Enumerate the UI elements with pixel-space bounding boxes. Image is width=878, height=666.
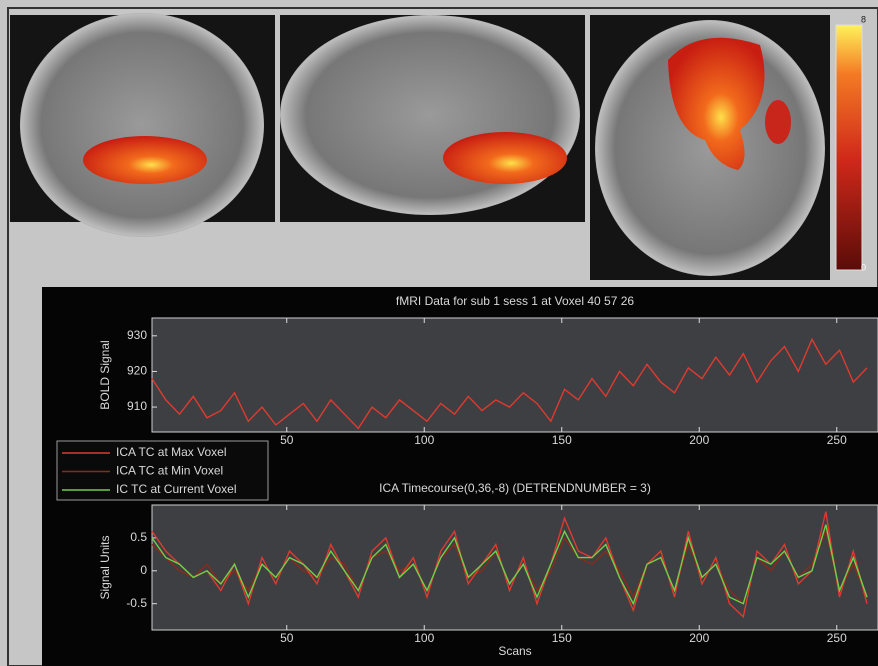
x-tick-label: 50 [280,433,294,447]
series-line [151,337,868,430]
x-tick-label: 100 [414,631,434,645]
x-tick-label: 250 [827,631,847,645]
y-axis-label: BOLD Signal [98,340,112,409]
plot-area [151,504,878,631]
chart-title: ICA Timecourse(0,36,-8) (DETRENDNUMBER =… [379,481,651,495]
chart-title: fMRI Data for sub 1 sess 1 at Voxel 40 5… [396,294,634,308]
series-line [151,511,868,619]
axial-view [590,15,830,280]
sagittal-view [280,15,585,222]
y-tick-label: 920 [127,364,147,378]
x-tick-label: 50 [280,631,294,645]
plot-area [151,317,878,433]
x-tick-label: 200 [689,433,709,447]
y-tick-label: 930 [127,328,147,342]
x-axis-label: Scans [498,644,531,658]
legend-label: ICA TC at Min Voxel [116,464,223,478]
x-tick-label: 200 [689,631,709,645]
series-line [151,524,868,606]
y-tick-label: 0 [140,563,147,577]
legend-label: ICA TC at Max Voxel [116,445,227,459]
x-tick-label: 100 [414,433,434,447]
colorbar-min: 0 [861,262,866,272]
y-tick-label: 910 [127,399,147,413]
colorbar-max: 8 [861,14,866,24]
x-tick-label: 150 [552,631,572,645]
x-tick-label: 150 [552,433,572,447]
y-axis-label: Signal Units [98,535,112,599]
legend-label: IC TC at Current Voxel [116,482,237,496]
y-tick-label: -0.5 [126,596,147,610]
y-tick-label: 0.5 [130,530,147,544]
colorbar: 8 0 [835,14,866,272]
coronal-view [10,13,275,237]
x-tick-label: 250 [827,433,847,447]
